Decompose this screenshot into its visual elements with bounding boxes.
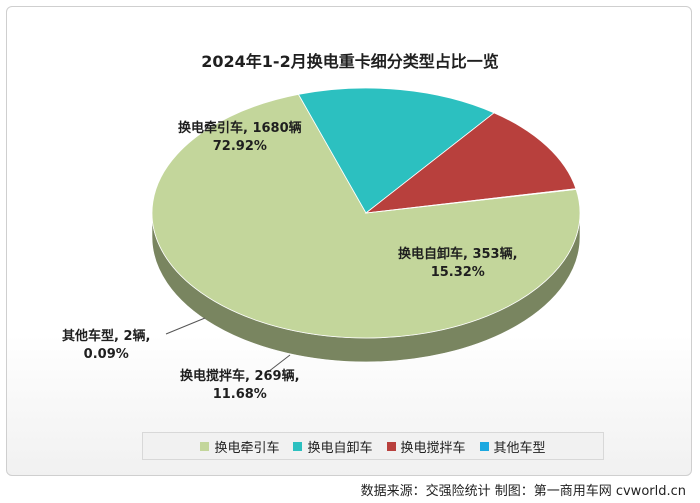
legend-label-traction: 换电牵引车 <box>214 440 280 456</box>
leader-mixer <box>267 354 291 373</box>
label-other-pct: 0.09% <box>83 347 129 362</box>
label-traction-pct: 72.92% <box>212 139 267 154</box>
label-other: 其他车型, 2辆, 0.09% <box>62 328 150 364</box>
legend-swatch-mixer <box>386 441 396 451</box>
label-other-name: 其他车型, 2辆, <box>62 329 151 344</box>
label-mixer-name: 换电搅拌车, 269辆, <box>180 369 300 384</box>
source-note: 数据来源：交强险统计 制图：第一商用车网 cvworld.cn <box>360 484 686 499</box>
label-dump-name: 换电自卸车, 353辆, <box>398 247 518 262</box>
legend-label-other: 其他车型 <box>493 440 546 456</box>
legend-swatch-traction <box>200 441 210 451</box>
label-dump: 换电自卸车, 353辆, 15.32% <box>398 246 518 282</box>
label-dump-pct: 15.32% <box>430 265 485 280</box>
pie-slice-dump <box>297 87 495 214</box>
legend: 换电牵引车 换电自卸车 换电搅拌车 其他车型 <box>142 432 604 460</box>
legend-swatch-dump <box>293 441 303 451</box>
pie-slice-other <box>365 188 577 214</box>
label-traction-name: 换电牵引车, 1680辆 <box>178 121 302 136</box>
pie-slice-mixer <box>364 112 577 214</box>
legend-item-dump: 换电自卸车 <box>293 437 373 456</box>
label-mixer: 换电搅拌车, 269辆, 11.68% <box>180 368 300 404</box>
label-mixer-pct: 11.68% <box>212 387 267 402</box>
legend-label-dump: 换电自卸车 <box>307 440 373 456</box>
legend-label-mixer: 换电搅拌车 <box>400 440 466 456</box>
leader-other <box>165 317 206 335</box>
label-traction: 换电牵引车, 1680辆 72.92% <box>178 120 302 156</box>
chart-title: 2024年1-2月换电重卡细分类型占比一览 <box>201 52 499 71</box>
pie-slice-traction <box>151 93 581 339</box>
legend-item-mixer: 换电搅拌车 <box>386 437 466 456</box>
legend-item-other: 其他车型 <box>479 437 546 456</box>
legend-item-traction: 换电牵引车 <box>200 437 279 456</box>
legend-swatch-other <box>479 441 489 451</box>
